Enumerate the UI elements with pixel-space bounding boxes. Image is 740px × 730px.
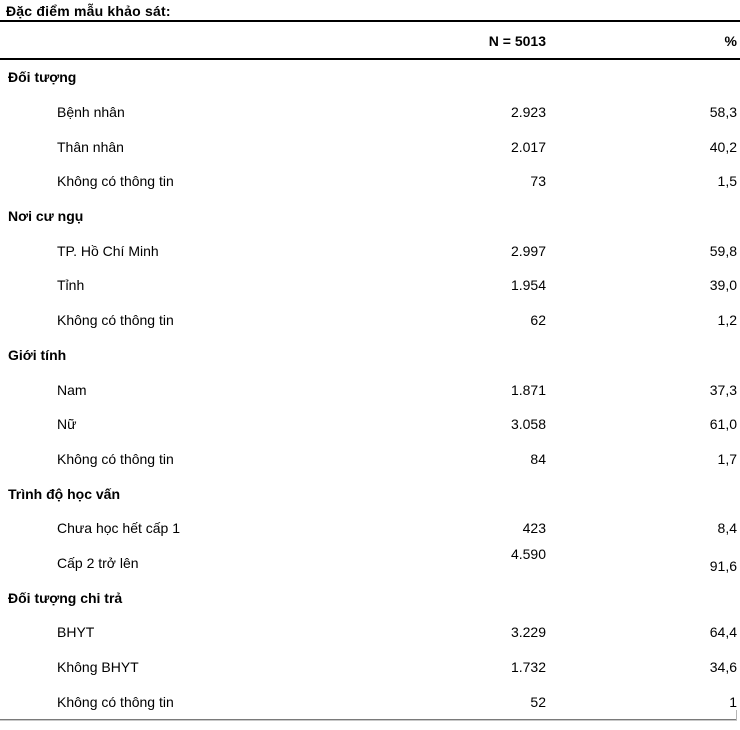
row-count-value: 3.058 xyxy=(510,416,546,433)
row-percent-value: 58,3 xyxy=(709,104,737,121)
bottom-rule xyxy=(0,710,740,722)
section-name: Đối tượng xyxy=(8,69,77,86)
row-percent-value: 39,0 xyxy=(709,277,737,294)
table-row: Chưa học hết cấp 1 423 8,4 xyxy=(0,511,740,546)
section-header-row: Giới tính xyxy=(0,338,740,373)
row-percent-value: 64,4 xyxy=(709,624,737,641)
row-percent-value: 1,7 xyxy=(717,450,737,467)
row-percent-value: 59,8 xyxy=(709,242,737,259)
row-percent-value: 8,4 xyxy=(717,520,737,537)
row-label: Không có thông tin xyxy=(57,173,174,190)
table-row: Không có thông tin 84 1,7 xyxy=(0,442,740,477)
row-percent-value: 37,3 xyxy=(709,381,737,398)
row-count-value: 3.229 xyxy=(510,624,546,641)
row-count-value: 2.997 xyxy=(510,242,546,259)
row-percent-value: 1 xyxy=(729,693,737,710)
table-caption: Đặc điểm mẫu khảo sát: xyxy=(6,3,171,19)
column-header-percent: % xyxy=(724,33,737,49)
table-row: TP. Hồ Chí Minh 2.997 59,8 xyxy=(0,233,740,268)
row-percent-value: 91,6 xyxy=(709,557,737,574)
table-row: Không có thông tin 73 1,5 xyxy=(0,164,740,199)
row-percent-value: 34,6 xyxy=(709,659,737,676)
row-count-value: 2.923 xyxy=(510,104,546,121)
row-label: Chưa học hết cấp 1 xyxy=(57,520,181,537)
section-header-row: Đối tượng chi trả xyxy=(0,580,740,615)
table-row: Không có thông tin 62 1,2 xyxy=(0,303,740,338)
row-count-value: 84 xyxy=(530,450,546,467)
row-label: BHYT xyxy=(57,624,95,641)
section-header-row: Trình độ học vấn xyxy=(0,476,740,511)
row-count-value: 4.590 xyxy=(510,545,546,562)
section-name: Trình độ học vấn xyxy=(8,485,121,502)
row-label: TP. Hồ Chí Minh xyxy=(57,242,159,259)
table-row: Nam 1.871 37,3 xyxy=(0,372,740,407)
row-label: Không BHYT xyxy=(57,659,139,676)
row-count-value: 73 xyxy=(530,173,546,190)
table-row: Không có thông tin 52 1 xyxy=(0,684,740,719)
row-label: Không có thông tin xyxy=(57,450,174,467)
section-name: Đối tượng chi trả xyxy=(8,589,123,606)
bottom-rule-line xyxy=(0,719,737,722)
table-row: Thân nhân 2.017 40,2 xyxy=(0,129,740,164)
row-label: Cấp 2 trở lên xyxy=(57,554,139,571)
row-count-value: 1.871 xyxy=(510,381,546,398)
row-label: Không có thông tin xyxy=(57,693,174,710)
section-header-row: Đối tượng xyxy=(0,60,740,95)
row-count-value: 2.017 xyxy=(510,138,546,155)
table-header-row: N = 5013 % xyxy=(0,22,740,58)
table-row: Nữ 3.058 61,0 xyxy=(0,407,740,442)
row-label: Bệnh nhân xyxy=(57,104,125,121)
row-count-value: 423 xyxy=(522,520,546,537)
table-row: BHYT 3.229 64,4 xyxy=(0,615,740,650)
row-label: Không có thông tin xyxy=(57,312,174,329)
row-count-value: 1.954 xyxy=(510,277,546,294)
top-rule xyxy=(0,20,740,22)
section-name: Nơi cư ngụ xyxy=(8,208,84,225)
column-header-n: N = 5013 xyxy=(488,33,546,49)
row-label: Thân nhân xyxy=(57,138,124,155)
table-row: Bệnh nhân 2.923 58,3 xyxy=(0,95,740,130)
table-row: Cấp 2 trở lên 4.590 91,6 xyxy=(0,546,740,581)
row-percent-value: 61,0 xyxy=(709,416,737,433)
table-corner-tick xyxy=(736,710,737,721)
table-body: Đối tượng Bệnh nhân 2.923 58,3 Thân nhân 2.01… xyxy=(0,60,740,719)
row-label: Tỉnh xyxy=(57,277,85,294)
row-count-value: 1.732 xyxy=(510,659,546,676)
row-percent-value: 1,5 xyxy=(717,173,737,190)
row-label: Nữ xyxy=(57,416,77,433)
table-row: Tỉnh 1.954 39,0 xyxy=(0,268,740,303)
row-percent-value: 1,2 xyxy=(717,312,737,329)
header-rule xyxy=(0,58,740,60)
section-header-row: Nơi cư ngụ xyxy=(0,199,740,234)
section-name: Giới tính xyxy=(8,346,67,363)
row-count-value: 62 xyxy=(530,312,546,329)
row-count-value: 52 xyxy=(530,693,546,710)
row-percent-value: 40,2 xyxy=(709,138,737,155)
table-row: Không BHYT 1.732 34,6 xyxy=(0,650,740,685)
row-label: Nam xyxy=(57,381,87,398)
